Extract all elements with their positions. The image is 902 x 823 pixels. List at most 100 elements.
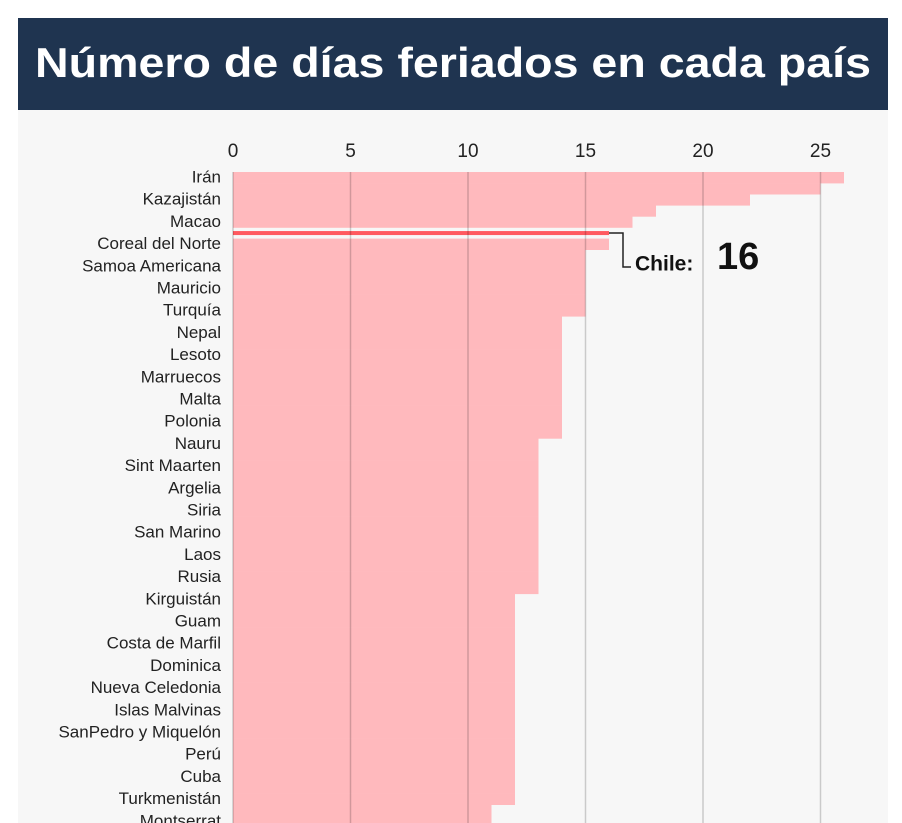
y-tick-label: Perú: [185, 745, 221, 764]
bar: [233, 793, 515, 805]
bar: [233, 771, 515, 783]
bar: [233, 305, 586, 317]
y-tick-label: Nepal: [177, 323, 221, 342]
y-tick-label: Turkmenistán: [119, 789, 221, 808]
bar: [233, 671, 515, 683]
y-tick-label: Cuba: [180, 767, 221, 786]
bar: [233, 427, 562, 439]
y-tick-label: Marruecos: [141, 367, 221, 386]
bar: [233, 371, 562, 384]
bar: [233, 582, 539, 595]
y-tick-label: Rusia: [178, 567, 222, 586]
bar: [233, 571, 539, 583]
chart-title: Número de días feriados en cada país: [35, 39, 871, 86]
bar: [233, 449, 539, 461]
x-tick-label: 25: [810, 141, 831, 162]
y-tick-label: Mauricio: [157, 278, 221, 297]
x-tick-label: 0: [228, 141, 239, 162]
bar: [233, 249, 586, 262]
bar: [233, 260, 586, 273]
bar: [233, 604, 515, 617]
bar: [233, 338, 562, 350]
bar: [233, 271, 586, 284]
bar: [233, 538, 539, 550]
bar: [233, 560, 539, 572]
y-tick-label: Montserrat: [140, 811, 222, 823]
title-band: [18, 18, 888, 110]
bar: [233, 749, 515, 761]
y-tick-label: Argelia: [168, 478, 221, 497]
y-tick-label: Siria: [187, 500, 222, 519]
y-tick-label: Sint Maarten: [125, 456, 221, 475]
bar: [233, 294, 586, 306]
bar: [233, 738, 515, 750]
bar: [233, 549, 539, 561]
bar: [233, 382, 562, 395]
y-tick-label: San Marino: [134, 523, 221, 542]
y-tick-label: Islas Malvinas: [114, 700, 221, 719]
x-tick-label: 10: [457, 141, 478, 162]
y-tick-label: Coreal del Norte: [97, 234, 221, 253]
y-tick-label: Costa de Marfil: [107, 634, 221, 653]
bar: [233, 638, 515, 650]
bar: [233, 627, 515, 639]
bar: [233, 471, 539, 484]
bar: [233, 360, 562, 373]
y-tick-label: Nueva Celedonia: [91, 678, 222, 697]
bar: [233, 216, 633, 228]
bar: [233, 616, 515, 628]
x-tick-label: 5: [345, 141, 356, 162]
bar: [233, 460, 539, 472]
bar: [233, 416, 562, 428]
bar: [233, 482, 539, 495]
bar: [233, 194, 750, 206]
bar: [233, 649, 515, 661]
y-tick-label: Laos: [184, 545, 221, 564]
y-tick-label: Kirguistán: [145, 589, 221, 608]
y-tick-label: Dominica: [150, 656, 221, 675]
annotation-connector: [609, 232, 631, 268]
bar: [233, 493, 539, 506]
highlight-bar: [233, 231, 609, 236]
y-tick-label: Turquía: [163, 301, 222, 320]
bar: [233, 394, 562, 406]
bar: [233, 405, 562, 417]
bar: [233, 349, 562, 361]
bar: [233, 693, 515, 706]
bar: [233, 172, 844, 184]
y-tick-label: Lesoto: [170, 345, 221, 364]
bar: [233, 715, 515, 728]
y-tick-label: Guam: [175, 611, 221, 630]
y-tick-label: Macao: [170, 212, 221, 231]
bar: [233, 593, 515, 606]
annotation-label: Chile:: [635, 253, 693, 276]
bar: [233, 760, 515, 772]
bar: [233, 527, 539, 539]
bar: [233, 505, 539, 517]
bar: [233, 205, 656, 217]
bar: [233, 682, 515, 694]
bar: [233, 727, 515, 739]
y-tick-label: Malta: [179, 389, 221, 408]
bar: [233, 704, 515, 717]
y-tick-label: Samoa Americana: [82, 256, 221, 275]
bar: [233, 815, 492, 823]
bar: [233, 804, 492, 817]
bar: [233, 238, 609, 250]
bar: [233, 327, 562, 339]
y-tick-label: Polonia: [164, 412, 221, 431]
bar: [233, 283, 586, 295]
y-tick-label: Kazajistán: [143, 190, 221, 209]
bar: [233, 782, 515, 794]
bar: [233, 516, 539, 528]
x-tick-label: 15: [575, 141, 596, 162]
bar: [233, 183, 821, 195]
y-tick-label: SanPedro y Miquelón: [58, 722, 221, 741]
y-tick-label: Irán: [192, 167, 221, 186]
bar: [233, 316, 562, 328]
bar: [233, 438, 539, 450]
annotation-value: 16: [717, 236, 759, 278]
x-tick-label: 20: [692, 141, 713, 162]
bar: [233, 660, 515, 672]
